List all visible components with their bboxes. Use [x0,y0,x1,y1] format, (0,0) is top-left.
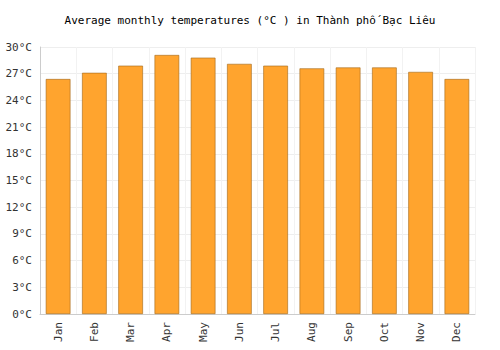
svg-text:Jan: Jan [52,322,65,342]
svg-text:Sep: Sep [342,322,355,342]
svg-text:3°C: 3°C [12,281,32,294]
svg-text:9°C: 9°C [12,227,32,240]
svg-text:Average monthly temperatures (: Average monthly temperatures (°C ) in Th… [65,14,436,27]
svg-text:15°C: 15°C [6,174,33,187]
svg-text:30°C: 30°C [6,41,33,54]
svg-text:Dec: Dec [450,322,463,342]
svg-text:Apr: Apr [160,322,173,342]
svg-text:May: May [197,322,210,342]
svg-text:6°C: 6°C [12,254,32,267]
svg-text:Jun: Jun [233,322,246,342]
svg-text:12°C: 12°C [6,201,33,214]
svg-text:Nov: Nov [414,322,427,342]
svg-text:Feb: Feb [88,322,101,342]
svg-text:Jul: Jul [269,322,282,342]
svg-text:21°C: 21°C [6,121,33,134]
svg-text:0°C: 0°C [12,308,32,321]
svg-text:Oct: Oct [378,322,391,342]
svg-text:Mar: Mar [124,322,137,342]
svg-text:27°C: 27°C [6,67,33,80]
svg-text:Aug: Aug [305,322,318,342]
svg-text:18°C: 18°C [6,147,33,160]
svg-text:24°C: 24°C [6,94,33,107]
